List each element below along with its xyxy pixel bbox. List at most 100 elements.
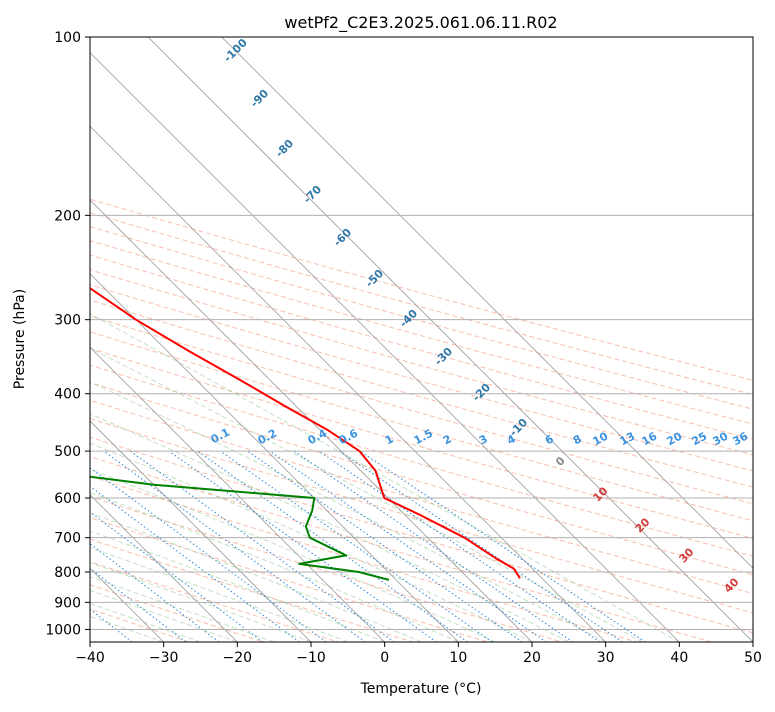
isotherm xyxy=(90,125,606,642)
mixing-ratio-label: 30 xyxy=(711,429,731,448)
isotherm xyxy=(221,37,753,569)
x-tick-label: 10 xyxy=(449,650,467,666)
y-tick-label: 700 xyxy=(54,531,81,547)
dry-adiabat xyxy=(90,364,753,557)
isotherm-label: -30 xyxy=(432,345,455,368)
dry-adiabat xyxy=(90,382,753,576)
mixing-ratio-line xyxy=(197,450,468,642)
mixing-ratio-label: 0.6 xyxy=(337,426,361,447)
mixing-ratio-line xyxy=(318,450,601,642)
mixing-ratio-line xyxy=(338,450,623,642)
dry-adiabat xyxy=(90,254,753,440)
mixing-ratio-label: 36 xyxy=(731,429,751,448)
mixing-ratio-label: 13 xyxy=(618,430,638,449)
mixing-ratio-line xyxy=(90,467,327,642)
plot-frame xyxy=(89,36,754,643)
mixing-ratio-label: 8 xyxy=(571,432,584,447)
isotherm xyxy=(90,346,385,642)
dry-adiabat xyxy=(90,436,753,634)
isotherm-label: -40 xyxy=(397,307,420,330)
moist-adiabat xyxy=(90,530,385,642)
dry-adiabat xyxy=(90,584,266,642)
moist-adiabat xyxy=(90,512,422,642)
y-tick-label: 100 xyxy=(54,30,81,46)
line-annotations: -100-90-80-70-60-50-40-30-20-100.1 0.2 0.4… xyxy=(209,36,751,596)
y-axis-ticks: 100 200 300 400 500 600 700 800 900 1000 xyxy=(45,30,90,638)
y-tick-label: 900 xyxy=(54,595,81,611)
mixing-ratio-line xyxy=(90,567,187,642)
moist-adiabat xyxy=(90,442,533,642)
dry-adiabat xyxy=(90,455,714,642)
moist-adiabat xyxy=(90,381,606,642)
y-tick-label: 600 xyxy=(54,491,81,507)
y-tick-label: 1000 xyxy=(45,622,81,638)
chart-title: wetPf2_C2E3.2025.061.06.11.R02 xyxy=(284,13,557,33)
x-tick-label: 40 xyxy=(670,650,688,666)
isotherm-label: -80 xyxy=(273,137,296,160)
mixing-ratio-line xyxy=(220,450,493,642)
dry-adiabat xyxy=(90,212,753,396)
profile-lines xyxy=(90,286,521,581)
y-tick-label: 300 xyxy=(54,313,81,329)
warm-isotherm-label: 10 xyxy=(591,484,611,504)
dry-adiabat xyxy=(90,399,753,595)
warm-isotherm-label: 0 xyxy=(553,454,568,469)
x-tick-label: 30 xyxy=(597,650,615,666)
dry-adiabat xyxy=(90,561,340,642)
moist-adiabat xyxy=(90,347,643,642)
x-tick-label: −20 xyxy=(223,650,253,666)
x-tick-label: −10 xyxy=(296,650,326,666)
moist-adiabat xyxy=(90,589,238,642)
mixing-ratio-line xyxy=(90,511,264,642)
y-tick-label: 500 xyxy=(54,444,81,460)
mixing-ratio-label: 10 xyxy=(591,429,611,448)
mixing-ratio-label: 6 xyxy=(543,432,556,447)
y-tick-label: 800 xyxy=(54,565,81,581)
mixing-ratio-label: 0.1 xyxy=(209,426,232,447)
isotherm-label: -70 xyxy=(301,183,324,206)
mixing-ratio-label: 20 xyxy=(665,429,685,448)
mixing-ratio-label: 2 xyxy=(441,432,454,447)
mixing-ratio-label: 25 xyxy=(690,430,710,449)
dewpoint-line xyxy=(90,475,390,581)
mixing-ratio-line xyxy=(168,450,437,642)
isotherm-label: -60 xyxy=(331,226,354,249)
isotherm-label: -50 xyxy=(363,267,386,290)
x-tick-label: −30 xyxy=(149,650,179,666)
y-axis-label: Pressure (hPa) xyxy=(12,289,28,389)
warm-isotherm-label: 20 xyxy=(633,515,653,535)
x-axis-label: Temperature (°C) xyxy=(360,681,482,697)
isotherm xyxy=(90,199,533,642)
x-axis-ticks: −40 −30 −20 −10 0 10 20 30 40 50 xyxy=(75,642,762,666)
dry-adiabat xyxy=(90,240,753,425)
mixing-ratio-line xyxy=(129,450,395,642)
isotherm xyxy=(90,273,459,642)
isotherm xyxy=(90,494,238,642)
moist-adiabat xyxy=(90,413,570,642)
moist-adiabat xyxy=(90,491,459,642)
dry-adiabat xyxy=(90,608,191,642)
mixing-ratio-label: 3 xyxy=(477,432,490,447)
x-tick-label: −40 xyxy=(75,650,105,666)
isotherm xyxy=(90,420,312,642)
mixing-ratio-line xyxy=(359,450,646,642)
dry-adiabat xyxy=(90,347,753,539)
isotherm-label: -100 xyxy=(221,36,250,65)
mixing-ratio-label: 1.5 xyxy=(412,427,435,448)
mixing-ratio-line xyxy=(293,450,574,642)
background-lines xyxy=(90,37,753,642)
isotherm xyxy=(90,52,680,642)
x-tick-label: 50 xyxy=(744,650,762,666)
mixing-ratio-line xyxy=(90,485,300,642)
dry-adiabat xyxy=(90,496,565,642)
mixing-ratio-line xyxy=(90,543,220,642)
mixing-ratio-label: 16 xyxy=(640,429,660,448)
isotherm-label: -90 xyxy=(248,87,271,110)
temperature-line xyxy=(90,286,521,579)
dry-adiabat xyxy=(90,331,753,522)
isotherm xyxy=(147,37,753,642)
mixing-ratio-label: 1 xyxy=(383,432,396,447)
x-tick-label: 0 xyxy=(380,650,389,666)
